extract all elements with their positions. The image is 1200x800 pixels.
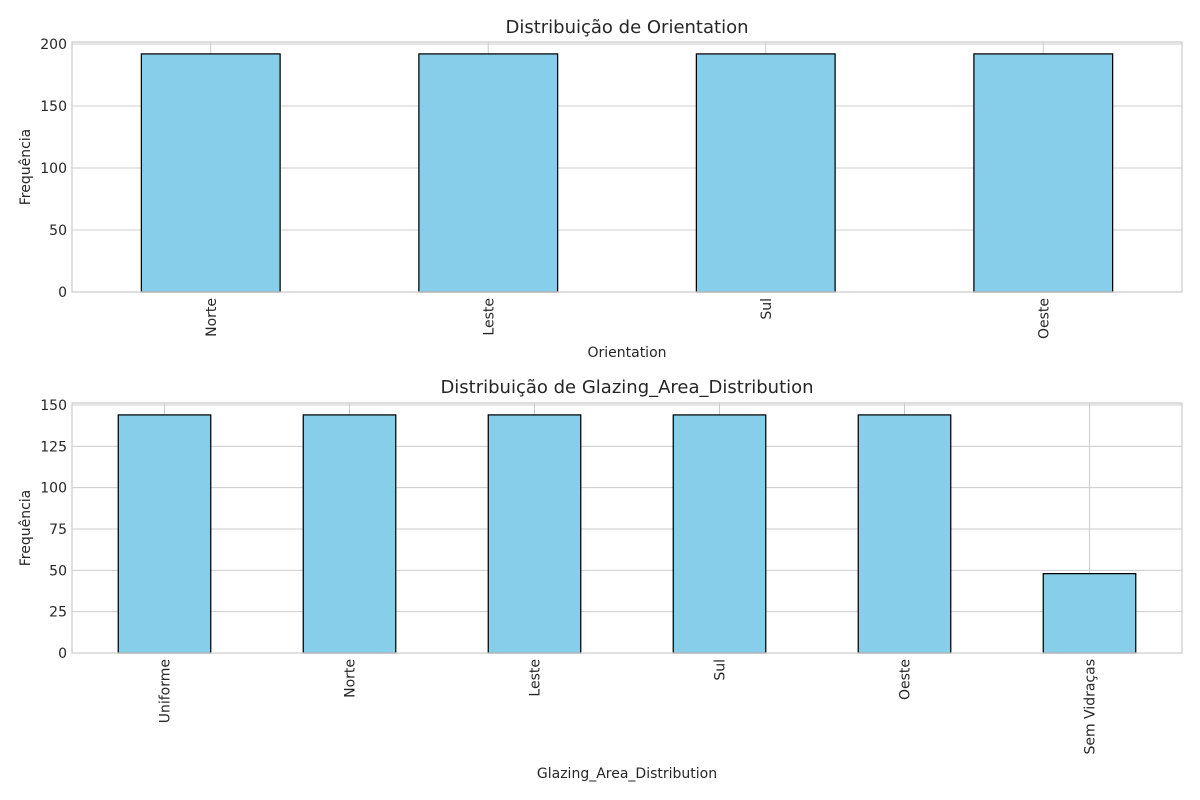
x-tick-label: Oeste bbox=[898, 659, 914, 700]
orientation-chart: Distribuição de Orientation 0 50 100 150 200… bbox=[18, 17, 1183, 361]
bars bbox=[140, 53, 1114, 293]
y-tick-label: 0 bbox=[58, 285, 67, 301]
x-tick-label: Leste bbox=[528, 659, 544, 697]
y-tick-label: 150 bbox=[40, 398, 67, 414]
bar-oeste bbox=[973, 53, 1114, 293]
bar-oeste bbox=[857, 414, 952, 654]
y-axis-label: Frequência bbox=[18, 490, 34, 567]
plot-frame bbox=[71, 402, 1183, 654]
y-tick-label: 100 bbox=[40, 161, 67, 177]
y-tick-label: 75 bbox=[49, 522, 67, 538]
y-axis-label: Frequência bbox=[18, 129, 34, 206]
x-tick-label: Oeste bbox=[1036, 298, 1052, 339]
chart-title: Distribuição de Orientation bbox=[505, 17, 748, 38]
x-tick-label: Sul bbox=[713, 659, 729, 681]
bar-norte bbox=[140, 53, 281, 293]
x-tick-label: Sem Vidraças bbox=[1083, 659, 1099, 755]
y-tick-label: 50 bbox=[49, 563, 67, 579]
x-tick-labels: Uniforme Norte Leste Sul Oeste Sem Vidraças bbox=[158, 659, 1099, 755]
x-tick-label: Leste bbox=[481, 298, 497, 336]
bar-leste bbox=[487, 414, 582, 654]
glazing-area-chart: Distribuição de Glazing_Area_Distributio… bbox=[18, 377, 1183, 782]
plot-frame bbox=[71, 41, 1183, 293]
y-tick-label: 200 bbox=[40, 37, 67, 53]
y-tick-label: 0 bbox=[58, 646, 67, 662]
y-tick-label: 100 bbox=[40, 481, 67, 497]
y-tick-label: 125 bbox=[40, 439, 67, 455]
bar-norte bbox=[302, 414, 397, 654]
x-axis-label: Glazing_Area_Distribution bbox=[537, 766, 717, 782]
x-tick-label: Uniforme bbox=[158, 659, 174, 723]
bar-sem-vidraças bbox=[1042, 573, 1137, 654]
y-tick-labels: 0 50 100 150 200 bbox=[40, 37, 67, 301]
x-tick-label: Norte bbox=[343, 659, 359, 698]
grid-lines bbox=[72, 403, 1182, 654]
y-tick-label: 25 bbox=[49, 605, 67, 621]
bar-uniforme bbox=[117, 414, 212, 654]
x-axis-label: Orientation bbox=[587, 345, 666, 361]
bars bbox=[117, 414, 1137, 654]
x-tick-labels: Norte Leste Sul Oeste bbox=[204, 298, 1053, 339]
bar-leste bbox=[418, 53, 559, 293]
bar-sul bbox=[672, 414, 767, 654]
y-tick-label: 50 bbox=[49, 223, 67, 239]
x-tick-label: Sul bbox=[759, 298, 775, 320]
chart-title: Distribuição de Glazing_Area_Distributio… bbox=[440, 377, 813, 398]
bar-sul bbox=[695, 53, 836, 293]
x-tick-label: Norte bbox=[204, 298, 220, 337]
y-tick-labels: 0 25 50 75 100 125 150 bbox=[40, 398, 67, 662]
y-tick-label: 150 bbox=[40, 99, 67, 115]
